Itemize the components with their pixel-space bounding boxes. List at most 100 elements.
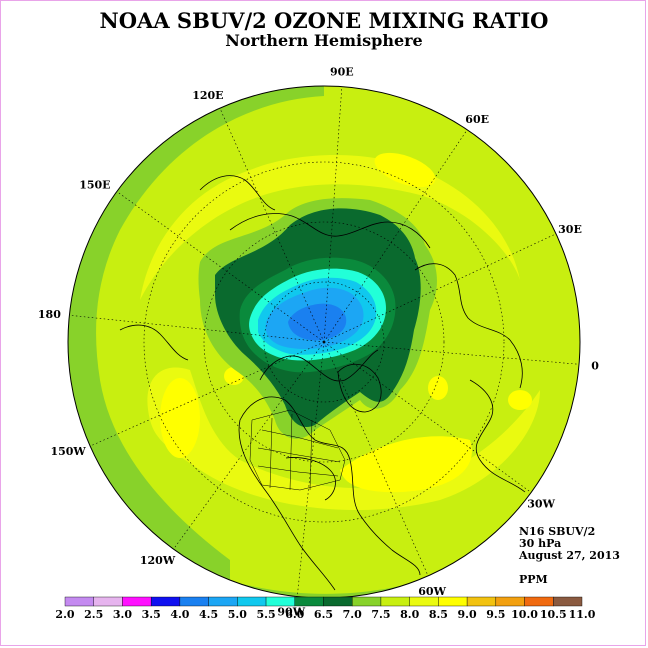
meridian-line xyxy=(173,341,325,550)
colorbar-swatch xyxy=(93,596,123,607)
colorbar-swatch xyxy=(553,596,583,607)
coastline-europe xyxy=(469,379,526,493)
latitude-circle-2 xyxy=(203,221,445,463)
colorbar-swatch xyxy=(323,596,353,607)
longitude-labels: 90E 60E 30E 0 30W 60W 90W 120W 150W 180 150E 120E xyxy=(38,66,599,619)
longitude-label: 120W xyxy=(140,554,176,567)
us-grid-line-6 xyxy=(309,419,313,491)
meridian-line xyxy=(219,108,325,343)
colorbar-tick-label: 4.0 xyxy=(170,608,189,621)
coastline-north-america-east xyxy=(239,396,421,576)
field-8.5-9.0-north xyxy=(374,152,436,188)
longitude-label: 30E xyxy=(558,223,582,236)
longitude-label: 60E xyxy=(465,113,489,126)
colorbar-tick-label: 8.0 xyxy=(400,608,419,621)
colorbar-tick-label: 2.5 xyxy=(84,608,103,621)
info-block: N16 SBUV/2 30 hPa August 27, 2013 PPM xyxy=(519,526,620,586)
colorbar-tick-label: 6.0 xyxy=(285,608,304,621)
meridian-line xyxy=(323,341,580,365)
coastline-siberia xyxy=(229,213,431,249)
page-subtitle: Northern Hemisphere xyxy=(225,31,423,50)
colorbar: 2.0 2.5 3.0 3.5 4.0 4.5 5.0 5.5 6.0 6.5 7.0 7.5 8.0 8… xyxy=(55,596,596,621)
field-8.5-9.0-east xyxy=(508,390,532,410)
field-4.0-4.5 xyxy=(288,303,347,341)
field-8.5-9.0-west xyxy=(160,378,200,458)
field-8.0-8.5-north xyxy=(140,155,520,300)
coastline-east-asia xyxy=(199,175,276,211)
meridian-line xyxy=(90,341,325,447)
meridian-line xyxy=(323,86,343,343)
units-label: PPM xyxy=(519,573,548,586)
latitude-circle-3 xyxy=(143,161,505,523)
meridian-line xyxy=(116,191,325,343)
coastline-arctic-canada xyxy=(259,349,379,382)
us-grid-line-5 xyxy=(289,413,293,491)
colorbar-tick-label: 6.5 xyxy=(314,608,333,621)
colorbar-swatch xyxy=(352,596,382,607)
longitude-label: 150E xyxy=(79,179,110,192)
longitude-label: 30W xyxy=(527,497,555,510)
date-label: August 27, 2013 xyxy=(519,549,620,562)
colorbar-tick-label: 7.5 xyxy=(371,608,390,621)
colorbar-swatch xyxy=(409,596,439,607)
meridian-line xyxy=(296,341,325,597)
colorbar-swatch xyxy=(179,596,209,607)
field-7.0-7.5-rim xyxy=(68,86,324,598)
colorbar-tick-label: 9.0 xyxy=(458,608,477,621)
longitude-label: 60W xyxy=(418,585,446,598)
instrument-label: N16 SBUV/2 xyxy=(519,525,596,538)
colorbar-tick-label: 9.5 xyxy=(486,608,505,621)
longitude-label: 180 xyxy=(38,308,61,321)
coastlines xyxy=(119,175,526,591)
field-8.5-9.0-atlantic xyxy=(340,436,472,493)
colorbar-tick-label: 2.0 xyxy=(55,608,74,621)
coastline-greenland xyxy=(337,364,382,413)
colorbar-swatch xyxy=(466,596,497,607)
coastline-scandinavia xyxy=(414,263,523,389)
colorbar-tick-label: 11.0 xyxy=(569,608,596,621)
colorbar-tick-label: 4.5 xyxy=(199,608,218,621)
coastline-north-america-west xyxy=(238,419,336,591)
meridian-line xyxy=(69,314,325,343)
graticule xyxy=(69,86,580,597)
colorbar-tick-label: 3.5 xyxy=(142,608,161,621)
colorbar-swatch xyxy=(150,596,181,607)
colorbar-swatch xyxy=(495,596,525,607)
us-outline xyxy=(249,409,346,491)
us-grid-line-3 xyxy=(257,465,339,477)
colorbar-swatch xyxy=(380,596,410,607)
field-8.5-9.0-patch xyxy=(428,376,448,400)
longitude-label: 150W xyxy=(50,445,86,458)
meridian-line xyxy=(323,129,468,343)
colorbar-swatch xyxy=(208,596,238,607)
colorbar-swatch xyxy=(294,596,324,607)
colorbar-swatch xyxy=(524,596,554,607)
meridian-line xyxy=(323,233,557,343)
page-title: NOAA SBUV/2 OZONE MIXING RATIO xyxy=(99,8,549,33)
colorbar-tick-label: 8.5 xyxy=(429,608,448,621)
meridian-line xyxy=(323,341,532,493)
colorbar-tick-label: 7.0 xyxy=(343,608,362,621)
longitude-label: 90E xyxy=(330,66,354,79)
colorbar-tick-label: 3.0 xyxy=(113,608,132,621)
latitude-circle-1 xyxy=(263,281,385,403)
us-grid-line-2 xyxy=(257,447,341,463)
coastline-alaska xyxy=(119,324,189,361)
coastline-great-lakes xyxy=(285,457,336,501)
colorbar-swatch xyxy=(64,596,94,607)
colorbar-swatch xyxy=(237,596,267,607)
meridian-line xyxy=(323,341,429,576)
colorbar-tick-label: 5.5 xyxy=(256,608,275,621)
us-grid-line-1 xyxy=(261,429,339,449)
colorbar-swatch xyxy=(122,596,152,607)
us-grid-line-4 xyxy=(269,417,273,489)
us-state-grid xyxy=(249,409,346,491)
colorbar-tick-label: 5.0 xyxy=(228,608,247,621)
colorbar-tick-label: 10.5 xyxy=(540,608,567,621)
colorbar-swatch xyxy=(265,596,295,607)
colorbar-swatch xyxy=(438,596,468,607)
colorbar-tick-label: 10.0 xyxy=(511,608,538,621)
longitude-label: 90W xyxy=(277,606,305,619)
